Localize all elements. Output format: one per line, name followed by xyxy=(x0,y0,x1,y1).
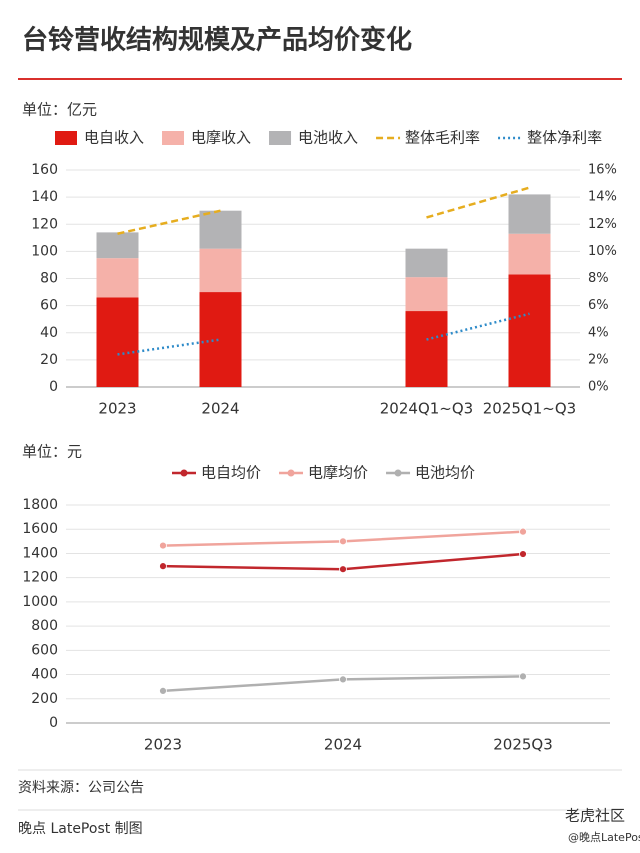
y-tick-label: 600 xyxy=(31,642,58,658)
legend-label: 整体净利率 xyxy=(527,129,602,147)
y-tick-label: 20 xyxy=(40,352,58,368)
legend-label: 电摩收入 xyxy=(191,129,251,147)
x-tick-label: 2024Q1~Q3 xyxy=(380,400,473,418)
legend-label: 电自收入 xyxy=(84,129,144,147)
y2-tick-label: 8% xyxy=(588,271,609,286)
legend-marker xyxy=(180,469,188,477)
bar xyxy=(405,277,448,312)
y-tick-label: 1400 xyxy=(22,545,58,561)
bar xyxy=(199,210,242,249)
bar xyxy=(405,311,448,387)
y-tick-label: 200 xyxy=(31,691,58,707)
title: 台铃营收结构规模及产品均价变化 xyxy=(22,25,412,56)
legend-label: 电池收入 xyxy=(298,129,358,147)
y2-tick-label: 10% xyxy=(588,244,617,259)
bar xyxy=(199,248,242,293)
legend-label: 整体毛利率 xyxy=(405,129,480,147)
bar xyxy=(96,232,139,259)
marker xyxy=(159,562,167,571)
y-tick-label: 1000 xyxy=(22,594,58,610)
bar xyxy=(508,274,551,387)
watermark: 老虎社区 xyxy=(565,807,625,825)
unit-label: 单位：亿元 xyxy=(22,101,97,119)
y-tick-label: 1200 xyxy=(22,570,58,586)
y-tick-label: 1800 xyxy=(22,497,58,513)
watermark-handle: @晚点LatePost xyxy=(568,831,640,844)
legend-marker xyxy=(287,469,295,477)
x-tick-label: 2023 xyxy=(98,400,136,418)
y-tick-label: 400 xyxy=(31,667,58,683)
credit: 晚点 LatePost 制图 xyxy=(18,821,143,837)
y2-tick-label: 16% xyxy=(588,163,617,178)
source: 资料来源：公司公告 xyxy=(18,780,144,796)
x-tick-label: 2024 xyxy=(201,400,239,418)
bar xyxy=(405,248,448,278)
y-tick-label: 40 xyxy=(40,325,58,341)
line xyxy=(117,209,221,235)
legend-label: 电摩均价 xyxy=(308,464,368,482)
marker xyxy=(519,672,527,681)
marker xyxy=(159,687,167,695)
marker xyxy=(519,527,527,536)
y-tick-label: 100 xyxy=(31,243,58,259)
legend-swatch xyxy=(162,131,185,145)
y2-tick-label: 6% xyxy=(588,298,609,313)
y-tick-label: 60 xyxy=(40,298,58,314)
y-tick-label: 1600 xyxy=(22,521,58,537)
y2-tick-label: 0% xyxy=(588,380,609,395)
bar xyxy=(508,194,551,234)
unit-label: 单位：元 xyxy=(22,443,82,461)
y2-tick-label: 2% xyxy=(588,352,609,367)
bar xyxy=(96,258,139,298)
x-tick-label: 2025Q1~Q3 xyxy=(483,400,576,418)
y-tick-label: 0 xyxy=(49,379,58,395)
marker xyxy=(339,565,347,574)
legend-swatch xyxy=(269,131,292,145)
line xyxy=(117,338,221,356)
legend-swatch xyxy=(55,131,77,145)
y-tick-label: 120 xyxy=(31,216,58,232)
marker xyxy=(519,550,527,558)
marker xyxy=(339,537,347,546)
line xyxy=(426,186,530,219)
legend-label: 电自均价 xyxy=(201,464,261,482)
y2-tick-label: 14% xyxy=(588,190,617,205)
bar xyxy=(508,233,551,275)
x-tick-label: 2025Q3 xyxy=(493,736,553,754)
bar xyxy=(199,292,242,387)
y-tick-label: 800 xyxy=(31,618,58,634)
x-tick-label: 2023 xyxy=(144,736,182,754)
bar xyxy=(96,297,139,387)
marker xyxy=(339,675,347,684)
y-tick-label: 80 xyxy=(40,271,58,287)
marker xyxy=(159,541,167,550)
x-tick-label: 2024 xyxy=(324,736,362,754)
legend-label: 电池均价 xyxy=(415,464,475,482)
legend-marker xyxy=(394,469,402,477)
y2-tick-label: 12% xyxy=(588,217,617,232)
y2-tick-label: 4% xyxy=(588,325,609,340)
y-tick-label: 0 xyxy=(49,715,58,731)
y-tick-label: 160 xyxy=(31,162,58,178)
y-tick-label: 140 xyxy=(31,189,58,205)
